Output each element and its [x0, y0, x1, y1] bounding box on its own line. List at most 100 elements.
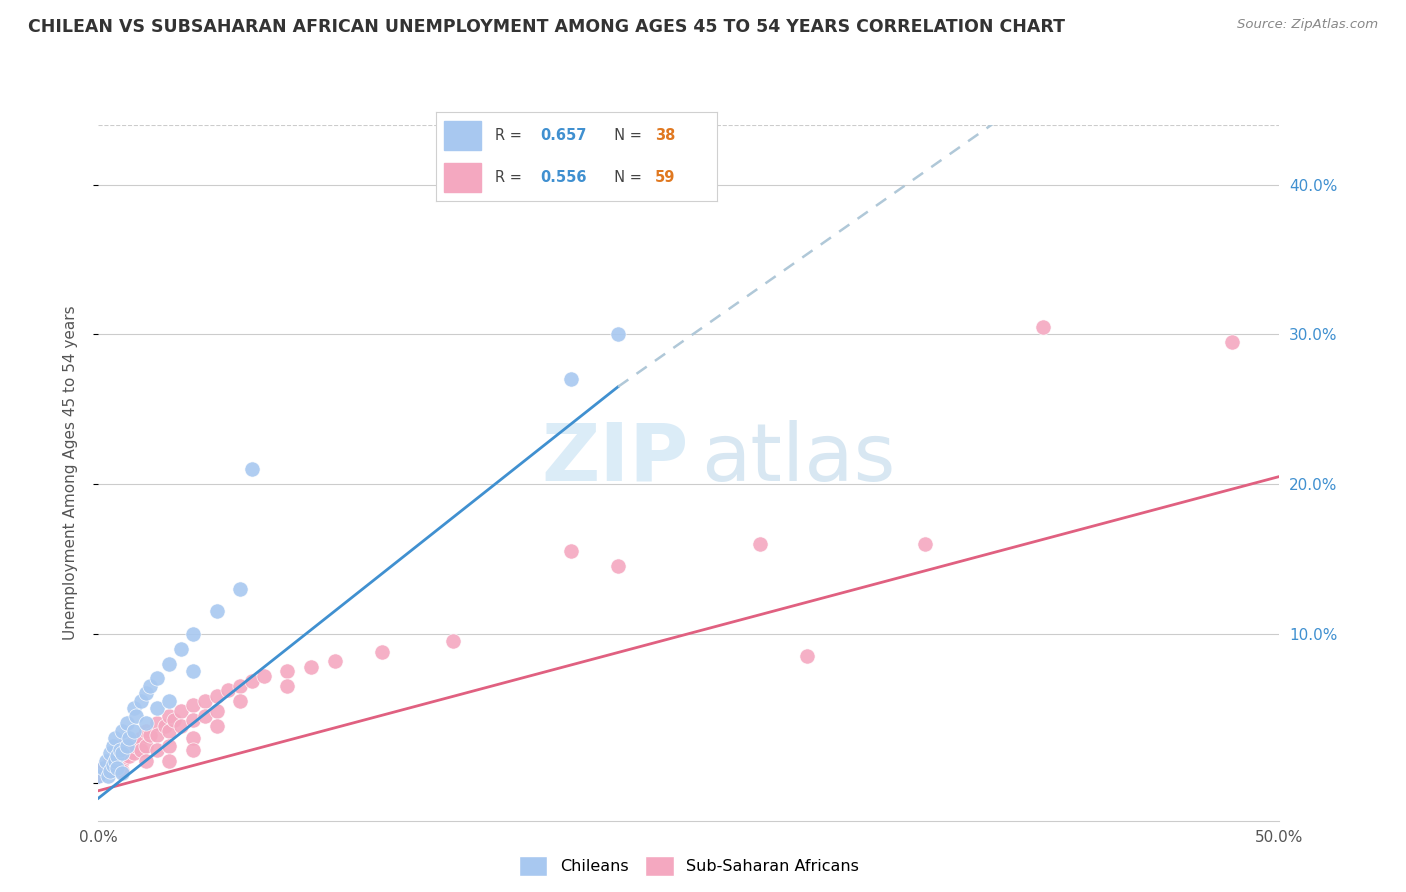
Point	[135, 739, 157, 753]
Point	[101, 758, 124, 772]
Text: 0.556: 0.556	[540, 170, 586, 185]
Point	[104, 749, 127, 764]
Point	[560, 544, 582, 558]
Text: ZIP: ZIP	[541, 420, 689, 498]
Point	[87, 769, 110, 783]
Point	[607, 327, 630, 342]
Point	[146, 728, 169, 742]
Point	[181, 664, 204, 678]
Point	[181, 743, 204, 757]
Point	[217, 683, 239, 698]
FancyBboxPatch shape	[444, 121, 481, 150]
Point	[118, 749, 141, 764]
Point	[157, 723, 180, 738]
Point	[229, 679, 252, 693]
Point	[153, 719, 176, 733]
Text: R =: R =	[495, 128, 526, 143]
Point	[1032, 319, 1054, 334]
Point	[240, 674, 263, 689]
Point	[253, 668, 276, 682]
Point	[97, 764, 120, 779]
Point	[205, 719, 228, 733]
Point	[139, 728, 162, 742]
Point	[748, 537, 770, 551]
Point	[91, 761, 114, 775]
Point	[105, 749, 128, 764]
Y-axis label: Unemployment Among Ages 45 to 54 years: Unemployment Among Ages 45 to 54 years	[63, 305, 77, 640]
Point	[122, 701, 145, 715]
Point	[240, 462, 263, 476]
Point	[194, 709, 217, 723]
Point	[98, 764, 121, 779]
Point	[170, 641, 193, 656]
Point	[122, 747, 145, 761]
Point	[170, 719, 193, 733]
Point	[98, 747, 121, 761]
Point	[163, 714, 186, 728]
Point	[105, 761, 128, 775]
Point	[111, 747, 134, 761]
Point	[135, 686, 157, 700]
Point	[135, 754, 157, 768]
Text: N =: N =	[605, 170, 647, 185]
Point	[91, 761, 114, 775]
Point	[115, 743, 138, 757]
Point	[1220, 334, 1243, 349]
Point	[135, 723, 157, 738]
Point	[205, 604, 228, 618]
Point	[181, 731, 204, 746]
Point	[157, 754, 180, 768]
Text: atlas: atlas	[700, 420, 896, 498]
Text: Source: ZipAtlas.com: Source: ZipAtlas.com	[1237, 18, 1378, 31]
Point	[104, 731, 127, 746]
Point	[97, 769, 120, 783]
Point	[146, 701, 169, 715]
Point	[181, 626, 204, 640]
Point	[104, 754, 127, 768]
Point	[157, 657, 180, 671]
Point	[914, 537, 936, 551]
Point	[146, 743, 169, 757]
Point	[139, 679, 162, 693]
Point	[157, 694, 180, 708]
Point	[125, 709, 148, 723]
Point	[299, 659, 322, 673]
Point	[194, 694, 217, 708]
Point	[276, 664, 298, 678]
Point	[111, 723, 134, 738]
Point	[115, 739, 138, 753]
Point	[118, 731, 141, 746]
Point	[229, 694, 252, 708]
Point	[108, 743, 131, 757]
Text: N =: N =	[605, 128, 647, 143]
Point	[111, 765, 134, 780]
Point	[115, 716, 138, 731]
Point	[101, 758, 124, 772]
Point	[129, 743, 152, 757]
Point	[105, 756, 128, 770]
Point	[146, 716, 169, 731]
Point	[229, 582, 252, 596]
Point	[94, 754, 117, 768]
Point	[108, 747, 131, 761]
Point	[607, 559, 630, 574]
Point	[157, 739, 180, 753]
Point	[146, 672, 169, 686]
Text: 0.657: 0.657	[540, 128, 586, 143]
Text: 59: 59	[655, 170, 675, 185]
Point	[170, 705, 193, 719]
Point	[122, 734, 145, 748]
Point	[135, 716, 157, 731]
Point	[129, 731, 152, 746]
Point	[796, 648, 818, 663]
Point	[371, 644, 394, 658]
Point	[157, 709, 180, 723]
Point	[111, 739, 134, 753]
Point	[205, 690, 228, 704]
Point	[323, 654, 346, 668]
Point	[87, 769, 110, 783]
FancyBboxPatch shape	[444, 163, 481, 192]
Point	[276, 679, 298, 693]
Legend: Chileans, Sub-Saharan Africans: Chileans, Sub-Saharan Africans	[512, 850, 866, 882]
Point	[129, 694, 152, 708]
